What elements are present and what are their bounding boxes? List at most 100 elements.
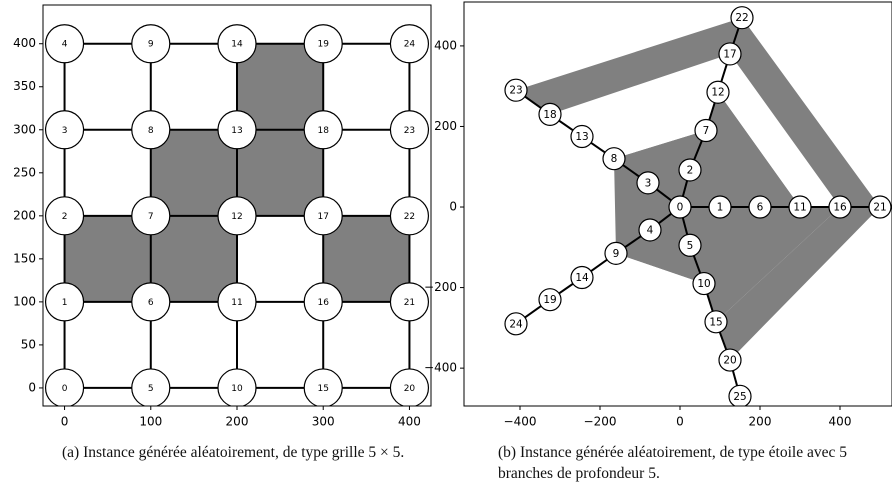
node-label: 3	[645, 177, 652, 189]
node-label: 2	[62, 212, 68, 222]
node-label: 0	[677, 202, 684, 214]
node-label: 11	[231, 298, 242, 308]
node-label: 21	[404, 298, 415, 308]
node	[538, 288, 562, 312]
node	[389, 110, 430, 150]
node	[217, 110, 257, 150]
y-tick-label: 100	[13, 294, 36, 308]
node	[389, 282, 430, 322]
node-label: 9	[613, 248, 620, 260]
node	[44, 196, 85, 236]
node	[718, 42, 742, 66]
shaded-region	[323, 215, 410, 302]
node	[708, 195, 732, 219]
x-tick-label: −400	[504, 415, 537, 429]
node	[303, 24, 343, 64]
node-label: 13	[231, 126, 242, 136]
node-label: 22	[735, 12, 748, 24]
node	[131, 196, 171, 236]
node	[303, 110, 343, 150]
node	[44, 282, 85, 322]
shaded-region	[237, 43, 324, 130]
node	[692, 271, 716, 296]
y-tick-label: 0	[28, 380, 36, 394]
node	[728, 384, 752, 406]
node-label: 12	[711, 87, 724, 99]
node-label: 23	[509, 85, 522, 97]
node-label: 15	[709, 316, 722, 328]
node	[44, 368, 85, 406]
node	[217, 196, 257, 236]
node-label: 7	[703, 125, 710, 137]
x-tick-label: 0	[61, 415, 69, 429]
x-tick-label: 0	[676, 415, 684, 429]
node-label: 13	[575, 131, 588, 143]
y-tick-label: 0	[449, 200, 457, 214]
node	[389, 196, 430, 236]
node-label: 8	[611, 153, 618, 165]
node-label: 19	[543, 294, 556, 306]
x-tick-label: 300	[312, 415, 335, 429]
y-tick-label: 400	[13, 36, 36, 50]
node-label: 11	[793, 202, 806, 214]
node	[131, 24, 171, 64]
node	[730, 6, 754, 30]
node	[570, 265, 594, 290]
node-label: 16	[833, 202, 847, 214]
node	[704, 310, 728, 334]
y-tick-label: 200	[434, 119, 457, 133]
node-label: 5	[687, 240, 694, 252]
node	[678, 233, 702, 257]
plot-area: 0 123456789101112131415161718192021222324…	[504, 6, 892, 406]
node-label: 6	[757, 202, 764, 214]
y-tick-label: 300	[13, 122, 36, 136]
x-tick-label: 200	[226, 415, 249, 429]
y-tick-label: 250	[13, 165, 36, 179]
node	[44, 24, 85, 64]
node-label: 24	[404, 40, 416, 50]
y-tick-label: −200	[424, 280, 457, 294]
node	[602, 147, 626, 171]
y-tick-label: −400	[424, 361, 457, 375]
node	[504, 78, 528, 102]
node	[788, 195, 812, 219]
node	[636, 171, 660, 195]
node	[570, 124, 594, 149]
node	[303, 368, 343, 406]
y-tick-label: 150	[13, 251, 36, 265]
node	[504, 312, 528, 336]
node-label: 21	[873, 202, 886, 214]
caption: (b) Instance générée aléatoirement, de t…	[498, 444, 847, 482]
node-label: 14	[575, 272, 589, 284]
plots: 0123456789101112131415161718192021222324…	[13, 1, 892, 429]
node-label: 14	[231, 40, 243, 50]
node	[217, 282, 257, 322]
node-label: 17	[317, 212, 328, 222]
node-label: 3	[62, 126, 68, 136]
node-label: 9	[148, 40, 154, 50]
y-tick-label: 400	[434, 38, 457, 52]
y-tick-label: 50	[21, 337, 36, 351]
node-label: 16	[317, 298, 329, 308]
node	[217, 368, 257, 406]
y-tick-label: 350	[13, 79, 36, 93]
node	[706, 80, 730, 104]
x-tick-label: 400	[829, 415, 852, 429]
node-label: 10	[231, 384, 243, 394]
node	[694, 118, 718, 143]
node-label: 4	[647, 224, 654, 236]
shaded-region	[516, 17, 880, 361]
node-label: 15	[317, 384, 328, 394]
node	[828, 195, 852, 219]
node	[217, 24, 257, 64]
node	[538, 102, 562, 126]
node-label: 1	[717, 202, 724, 214]
node-label: 19	[317, 40, 329, 50]
node	[44, 110, 85, 150]
node-label: 24	[509, 318, 523, 330]
node-label: 22	[404, 212, 415, 222]
y-tick-label: 200	[13, 208, 36, 222]
node-label: 25	[733, 391, 746, 403]
